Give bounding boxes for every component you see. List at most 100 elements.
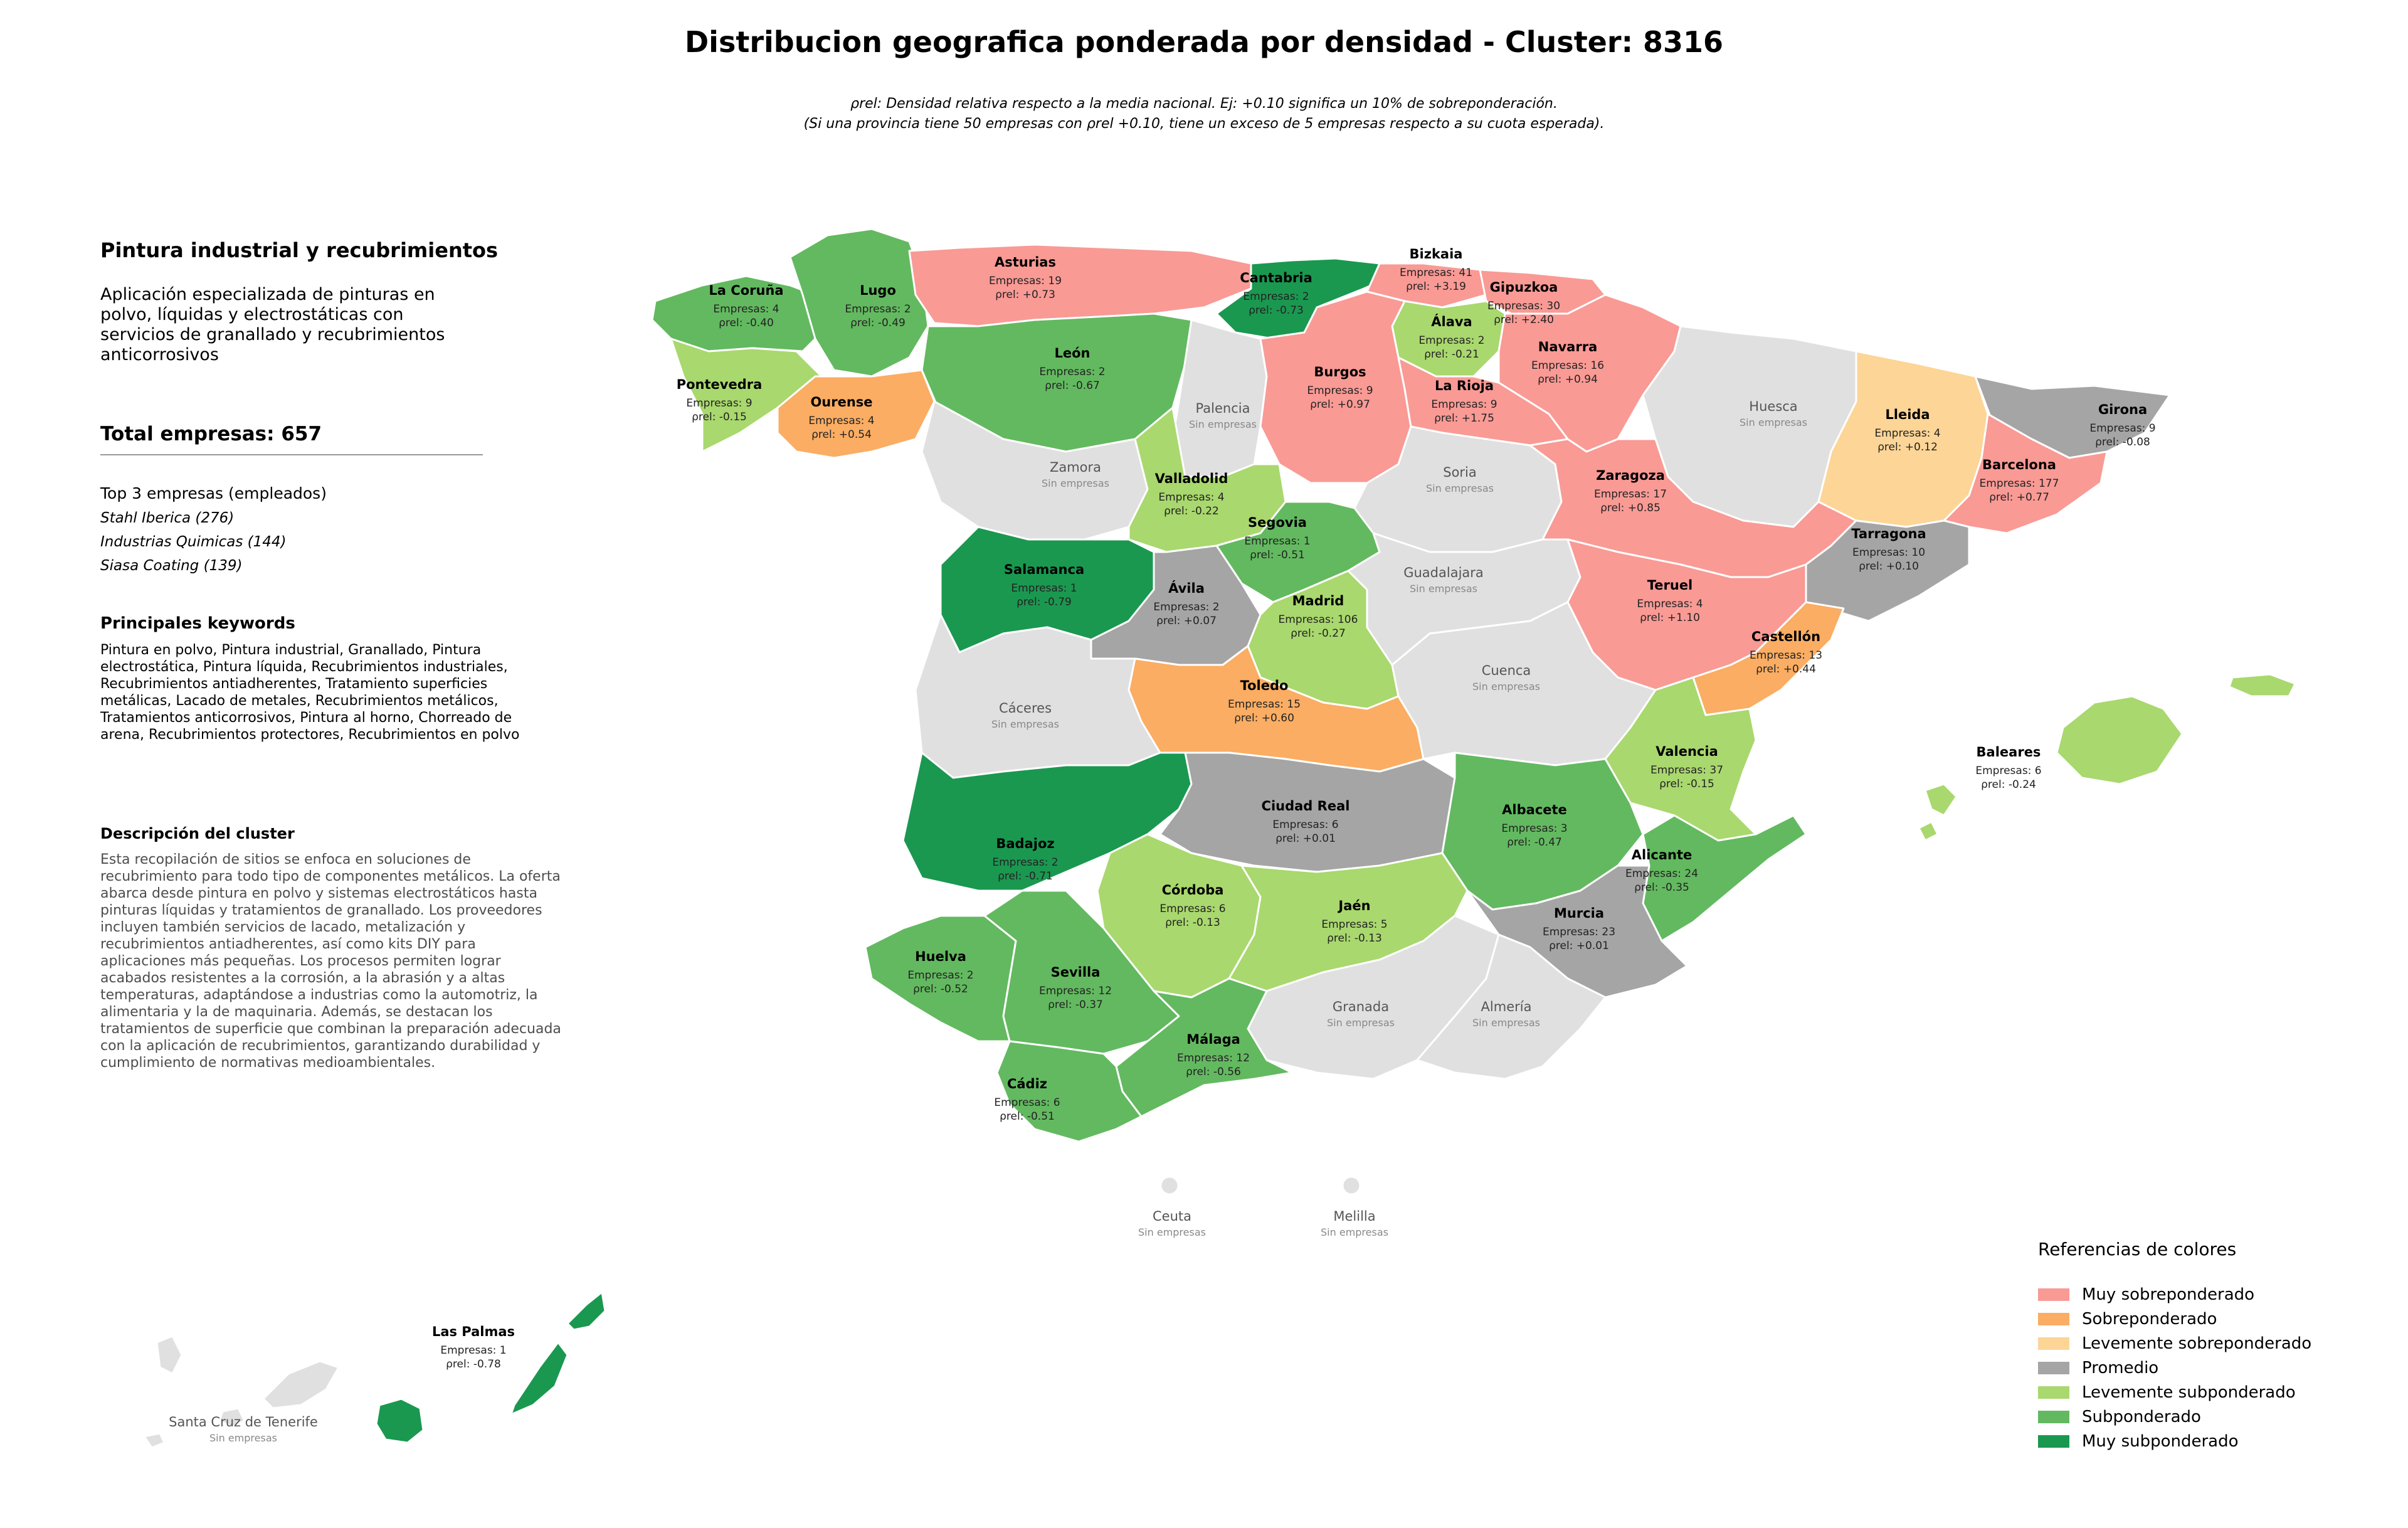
province-rho-barcelona: ρrel: +0.77: [1989, 491, 2049, 504]
province-name-albacete: Albacete: [1502, 802, 1567, 817]
province-name-zamora: Zamora: [1050, 460, 1101, 475]
legend-item-sobre: Sobreponderado: [2038, 1307, 2389, 1331]
province-name-tenerife: Santa Cruz de Tenerife: [169, 1414, 318, 1430]
province-name-jaen: Jaén: [1337, 898, 1370, 913]
province-name-segovia: Segovia: [1248, 515, 1307, 530]
province-name-guadalajara: Guadalajara: [1403, 565, 1484, 580]
province-rho-salamanca: ρrel: -0.79: [1017, 596, 1072, 608]
cluster-description-title: Descripción del cluster: [100, 825, 295, 842]
province-rho-larioja: ρrel: +1.75: [1434, 412, 1494, 425]
province-name-castellon: Castellón: [1751, 629, 1820, 644]
province-sin-empresas-caceres: Sin empresas: [991, 718, 1059, 730]
legend-label: Levemente sobreponderado: [2082, 1334, 2312, 1353]
province-empresas-badajoz: Empresas: 2: [992, 856, 1058, 869]
province-empresas-barcelona: Empresas: 177: [1980, 477, 2059, 490]
province-name-baleares: Baleares: [1977, 745, 2041, 760]
province-shape-castellon[interactable]: [1692, 601, 1845, 716]
province-name-bizkaia: Bizkaia: [1410, 247, 1463, 262]
province-empresas-burgos: Empresas: 9: [1307, 385, 1373, 397]
province-empresas-albacete: Empresas: 3: [1501, 822, 1567, 835]
province-empresas-avila: Empresas: 2: [1153, 601, 1219, 613]
province-shape-baleares[interactable]: [1918, 673, 2296, 842]
province-sin-empresas-palencia: Sin empresas: [1189, 418, 1257, 430]
province-name-murcia: Murcia: [1554, 906, 1604, 921]
province-empresas-valladolid: Empresas: 4: [1158, 491, 1224, 504]
legend-label: Muy subponderado: [2082, 1431, 2239, 1451]
province-shape-tenerife[interactable]: [143, 1335, 340, 1449]
province-name-coruna: La Coruña: [709, 283, 783, 298]
province-rho-badajoz: ρrel: -0.71: [998, 870, 1053, 883]
province-rho-malaga: ρrel: -0.56: [1186, 1066, 1241, 1078]
province-rho-zaragoza: ρrel: +0.85: [1600, 502, 1661, 514]
province-shape-coruna[interactable]: [651, 275, 823, 353]
province-rho-teruel: ρrel: +1.10: [1640, 612, 1700, 624]
legend-item-promedio: Promedio: [2038, 1356, 2389, 1380]
color-legend: Referencias de colores Muy sobreponderad…: [2038, 1239, 2389, 1453]
province-name-ciudadreal: Ciudad Real: [1262, 798, 1350, 814]
legend-swatch: [2038, 1288, 2069, 1301]
province-shape-melilla[interactable]: [1341, 1175, 1361, 1196]
province-sin-empresas-soria: Sin empresas: [1426, 482, 1494, 494]
divider: [100, 454, 483, 455]
province-name-badajoz: Badajoz: [996, 836, 1054, 851]
province-name-gipuzkoa: Gipuzkoa: [1490, 280, 1558, 295]
province-sin-empresas-granada: Sin empresas: [1327, 1017, 1395, 1029]
province-name-toledo: Toledo: [1240, 678, 1289, 693]
province-empresas-baleares: Empresas: 6: [1975, 765, 2041, 777]
province-name-melilla: Melilla: [1333, 1209, 1375, 1224]
province-sin-empresas-melilla: Sin empresas: [1321, 1226, 1388, 1238]
province-rho-asturias: ρrel: +0.73: [995, 289, 1055, 301]
province-shape-lugo[interactable]: [789, 228, 929, 378]
legend-label: Subponderado: [2082, 1407, 2201, 1426]
province-shape-cadiz[interactable]: [996, 1040, 1143, 1143]
province-shape-asturias[interactable]: [908, 243, 1252, 327]
province-name-cantabria: Cantabria: [1240, 270, 1312, 285]
province-name-sevilla: Sevilla: [1051, 965, 1101, 980]
province-name-girona: Girona: [2098, 402, 2147, 417]
province-empresas-sevilla: Empresas: 12: [1039, 985, 1112, 997]
legend-item-sub: Subponderado: [2038, 1404, 2389, 1429]
province-rho-leon: ρrel: -0.67: [1045, 379, 1100, 392]
legend-item-muy_sobre: Muy sobreponderado: [2038, 1282, 2389, 1307]
province-rho-sevilla: ρrel: -0.37: [1048, 999, 1103, 1011]
legend-item-lev_sub: Levemente subponderado: [2038, 1380, 2389, 1404]
province-empresas-murcia: Empresas: 23: [1543, 926, 1615, 938]
province-rho-valladolid: ρrel: -0.22: [1164, 505, 1219, 517]
province-rho-lleida: ρrel: +0.12: [1877, 441, 1938, 454]
province-shape-ourense[interactable]: [776, 369, 936, 459]
province-empresas-gipuzkoa: Empresas: 30: [1487, 300, 1560, 312]
legend-item-lev_sobre: Levemente sobreponderado: [2038, 1331, 2389, 1356]
province-name-ceuta: Ceuta: [1153, 1209, 1191, 1224]
province-empresas-cordoba: Empresas: 6: [1159, 903, 1225, 915]
legend-swatch: [2038, 1435, 2069, 1448]
province-rho-coruna: ρrel: -0.40: [719, 317, 774, 329]
province-rho-pontevedra: ρrel: -0.15: [692, 411, 747, 423]
province-shape-zamora[interactable]: [921, 400, 1149, 541]
cluster-short-description: Aplicación especializada de pinturas en …: [100, 285, 445, 364]
province-rho-laspalmas: ρrel: -0.78: [446, 1358, 501, 1371]
province-shape-almeria[interactable]: [1416, 933, 1607, 1080]
province-shape-tarragona[interactable]: [1805, 519, 1970, 622]
province-empresas-lleida: Empresas: 4: [1874, 427, 1940, 440]
province-shape-laspalmas[interactable]: [375, 1291, 606, 1444]
legend-item-muy_sub: Muy subponderado: [2038, 1429, 2389, 1453]
province-shape-ceuta[interactable]: [1159, 1175, 1180, 1196]
province-rho-gipuzkoa: ρrel: +2.40: [1494, 314, 1554, 326]
province-empresas-girona: Empresas: 9: [2089, 422, 2155, 435]
province-empresas-alicante: Empresas: 24: [1625, 867, 1698, 880]
province-shape-barcelona[interactable]: [1943, 413, 2108, 534]
info-panel: Pintura industrial y recubrimientos Apli…: [100, 238, 577, 1071]
province-shape-malaga[interactable]: [1115, 977, 1293, 1118]
province-name-navarra: Navarra: [1538, 339, 1598, 354]
province-name-malaga: Málaga: [1186, 1032, 1240, 1047]
province-name-valladolid: Valladolid: [1155, 471, 1228, 486]
legend-swatch: [2038, 1386, 2069, 1399]
province-name-valencia: Valencia: [1656, 744, 1718, 759]
province-sin-empresas-huesca: Sin empresas: [1740, 416, 1807, 428]
legend-swatch: [2038, 1361, 2069, 1374]
province-empresas-cantabria: Empresas: 2: [1243, 290, 1309, 303]
province-empresas-tarragona: Empresas: 10: [1852, 546, 1925, 559]
province-empresas-lugo: Empresas: 2: [845, 303, 911, 316]
province-empresas-coruna: Empresas: 4: [713, 303, 779, 316]
